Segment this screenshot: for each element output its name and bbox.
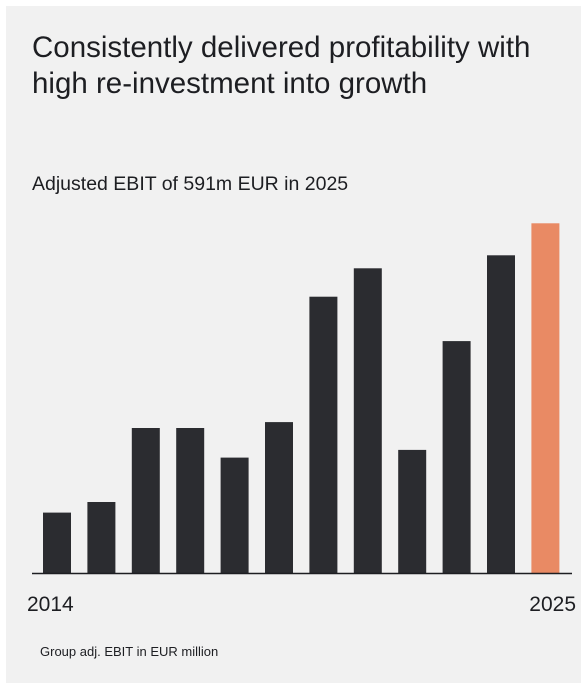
bar-2017 <box>176 428 205 573</box>
bar-2023 <box>442 341 471 573</box>
bar-2018 <box>220 457 249 573</box>
bar-2019 <box>265 422 293 573</box>
bar-2025 <box>531 223 560 574</box>
bar-2024 <box>487 255 515 574</box>
x-tick-label-last: 2025 <box>529 593 576 616</box>
bar-2021 <box>353 268 382 573</box>
bar-2015 <box>87 502 116 573</box>
chart-footnote: Group adj. EBIT in EUR million <box>40 644 219 659</box>
bar-2014 <box>43 512 71 573</box>
chart-subtitle: Adjusted EBIT of 591m EUR in 2025 <box>32 173 349 195</box>
bar-2020 <box>309 296 338 573</box>
bars-group <box>43 223 560 574</box>
x-tick-label-first: 2014 <box>27 593 74 616</box>
chart-title: Consistently delivered profitability wit… <box>32 31 531 100</box>
bar-2022 <box>398 449 427 573</box>
bar-2016 <box>131 428 160 573</box>
